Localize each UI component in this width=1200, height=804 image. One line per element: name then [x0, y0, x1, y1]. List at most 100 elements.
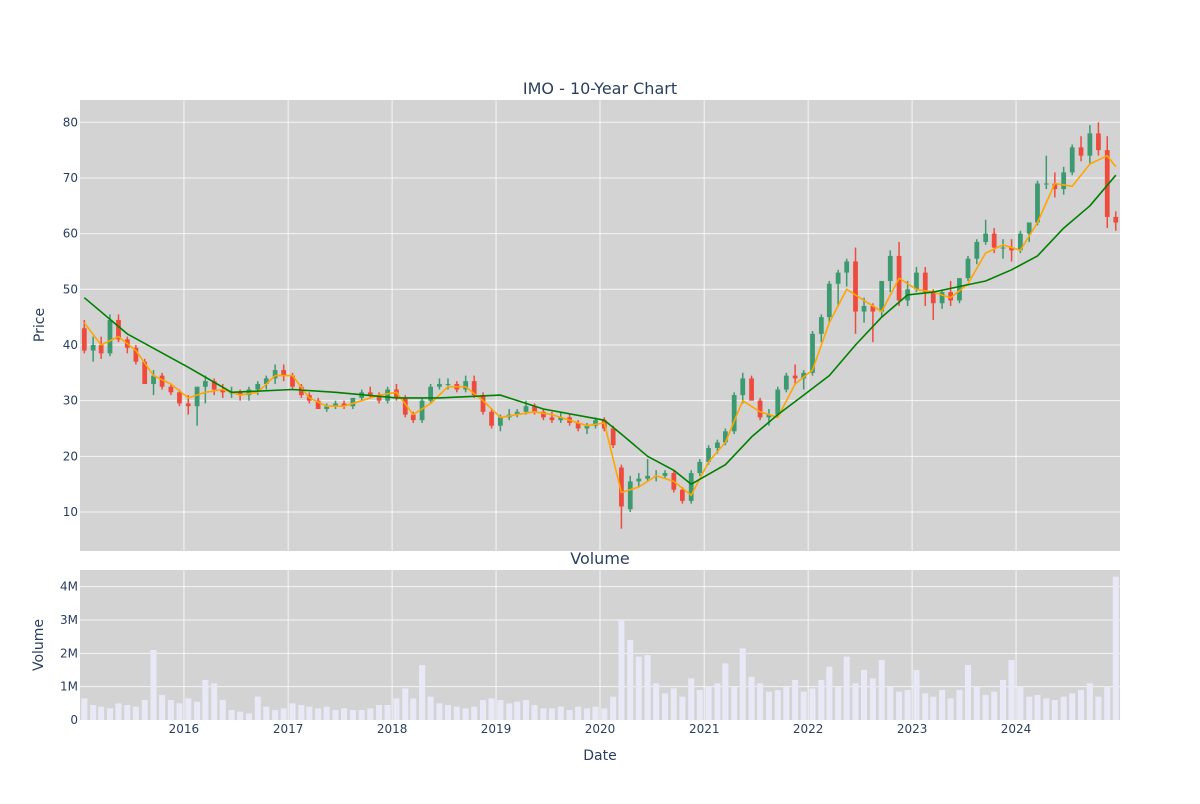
candlestick: [281, 364, 287, 382]
volume-bar: [506, 703, 513, 720]
candlestick: [844, 258, 850, 287]
volume-bar: [575, 706, 582, 720]
candle-body: [410, 414, 416, 421]
volume-y-tick-label: 3M: [60, 613, 78, 627]
candle-body: [402, 397, 408, 415]
volume-bar: [410, 698, 417, 720]
volume-bar: [1112, 576, 1119, 720]
candle-body: [532, 406, 537, 412]
volume-bar: [462, 708, 469, 720]
volume-bar: [514, 701, 521, 720]
candle-body: [142, 361, 148, 384]
volume-bar: [245, 713, 252, 720]
candlestick: [757, 397, 763, 421]
candle-body: [619, 467, 624, 507]
volume-bar: [818, 680, 825, 720]
price-axis-title: Price: [32, 308, 48, 342]
candlestick: [1000, 239, 1006, 259]
x-tick-label: 2024: [1001, 722, 1032, 736]
candle-body: [584, 425, 590, 429]
candlestick: [1078, 136, 1084, 162]
candle-body: [471, 381, 477, 396]
candlestick: [731, 392, 737, 435]
candle-body: [419, 400, 425, 421]
volume-bar: [228, 710, 235, 720]
volume-bar: [211, 683, 218, 720]
candle-body: [151, 375, 156, 384]
volume-bar: [774, 690, 781, 720]
candlestick: [1104, 136, 1110, 229]
candlestick: [914, 267, 919, 293]
candlestick: [341, 400, 347, 410]
volume-bar: [731, 686, 738, 720]
candlestick: [861, 297, 867, 323]
volume-bar: [298, 705, 305, 720]
candlestick: [1035, 180, 1040, 226]
volume-y-tick-label: 4M: [60, 580, 78, 594]
candle-body: [324, 406, 330, 410]
candlestick: [463, 375, 469, 393]
volume-bar: [999, 680, 1007, 720]
candle-body: [757, 400, 763, 418]
candle-body: [1009, 247, 1014, 251]
price-y-axis: 10 20 30 40 50 60 70 80: [63, 115, 78, 519]
price-y-tick-label: 70: [63, 171, 78, 185]
volume-bar: [98, 706, 105, 720]
candlestick: [740, 372, 746, 404]
candle-body: [367, 392, 373, 396]
candlestick: [194, 386, 200, 426]
volume-bar: [349, 710, 356, 720]
volume-bar: [237, 711, 244, 720]
candle-body: [957, 278, 962, 301]
candlestick: [965, 255, 971, 281]
volume-bar: [843, 656, 850, 720]
volume-bar: [1034, 695, 1041, 720]
candle-body: [445, 383, 451, 385]
candlestick: [549, 411, 555, 423]
volume-bar: [81, 698, 88, 720]
volume-bar: [722, 663, 729, 720]
x-tick-label: 2016: [169, 722, 200, 736]
volume-bar: [757, 683, 764, 720]
volume-bar: [132, 706, 139, 720]
candle-body: [514, 411, 520, 415]
candlestick: [835, 269, 841, 307]
candle-body: [1052, 183, 1058, 190]
volume-bar: [219, 700, 226, 720]
volume-bar: [861, 670, 868, 720]
candlestick: [826, 280, 832, 323]
candle-body: [688, 473, 694, 501]
price-grid: [80, 100, 1120, 551]
candlestick: [133, 344, 139, 365]
candle-body: [887, 255, 893, 281]
x-tick-label: 2018: [377, 722, 408, 736]
candlestick: [775, 386, 781, 418]
candlestick: [1043, 155, 1049, 190]
candle-body: [489, 411, 494, 426]
volume-bar: [930, 696, 937, 720]
volume-bar: [1051, 700, 1058, 720]
volume-bar: [1078, 690, 1085, 720]
price-y-tick-label: 10: [63, 505, 78, 519]
candlestick: [610, 425, 616, 448]
volume-bar: [765, 691, 772, 720]
price-candles: [81, 122, 1119, 529]
candlestick: [662, 470, 668, 479]
candlestick: [98, 336, 104, 359]
candle-body: [428, 386, 434, 401]
candlestick: [315, 397, 321, 410]
volume-bar: [306, 706, 313, 720]
volume-bar: [1086, 683, 1093, 720]
volume-bar: [376, 705, 383, 720]
candle-body: [281, 370, 287, 376]
candle-body: [437, 383, 442, 387]
candle-body: [237, 392, 243, 396]
candle-body: [116, 319, 121, 340]
candle-body: [298, 386, 304, 396]
volume-bar: [453, 706, 460, 720]
volume-bar: [1026, 696, 1033, 720]
candle-body: [263, 378, 269, 384]
volume-bar: [522, 700, 530, 720]
price-y-tick-label: 80: [63, 115, 78, 129]
candle-body: [679, 489, 685, 501]
